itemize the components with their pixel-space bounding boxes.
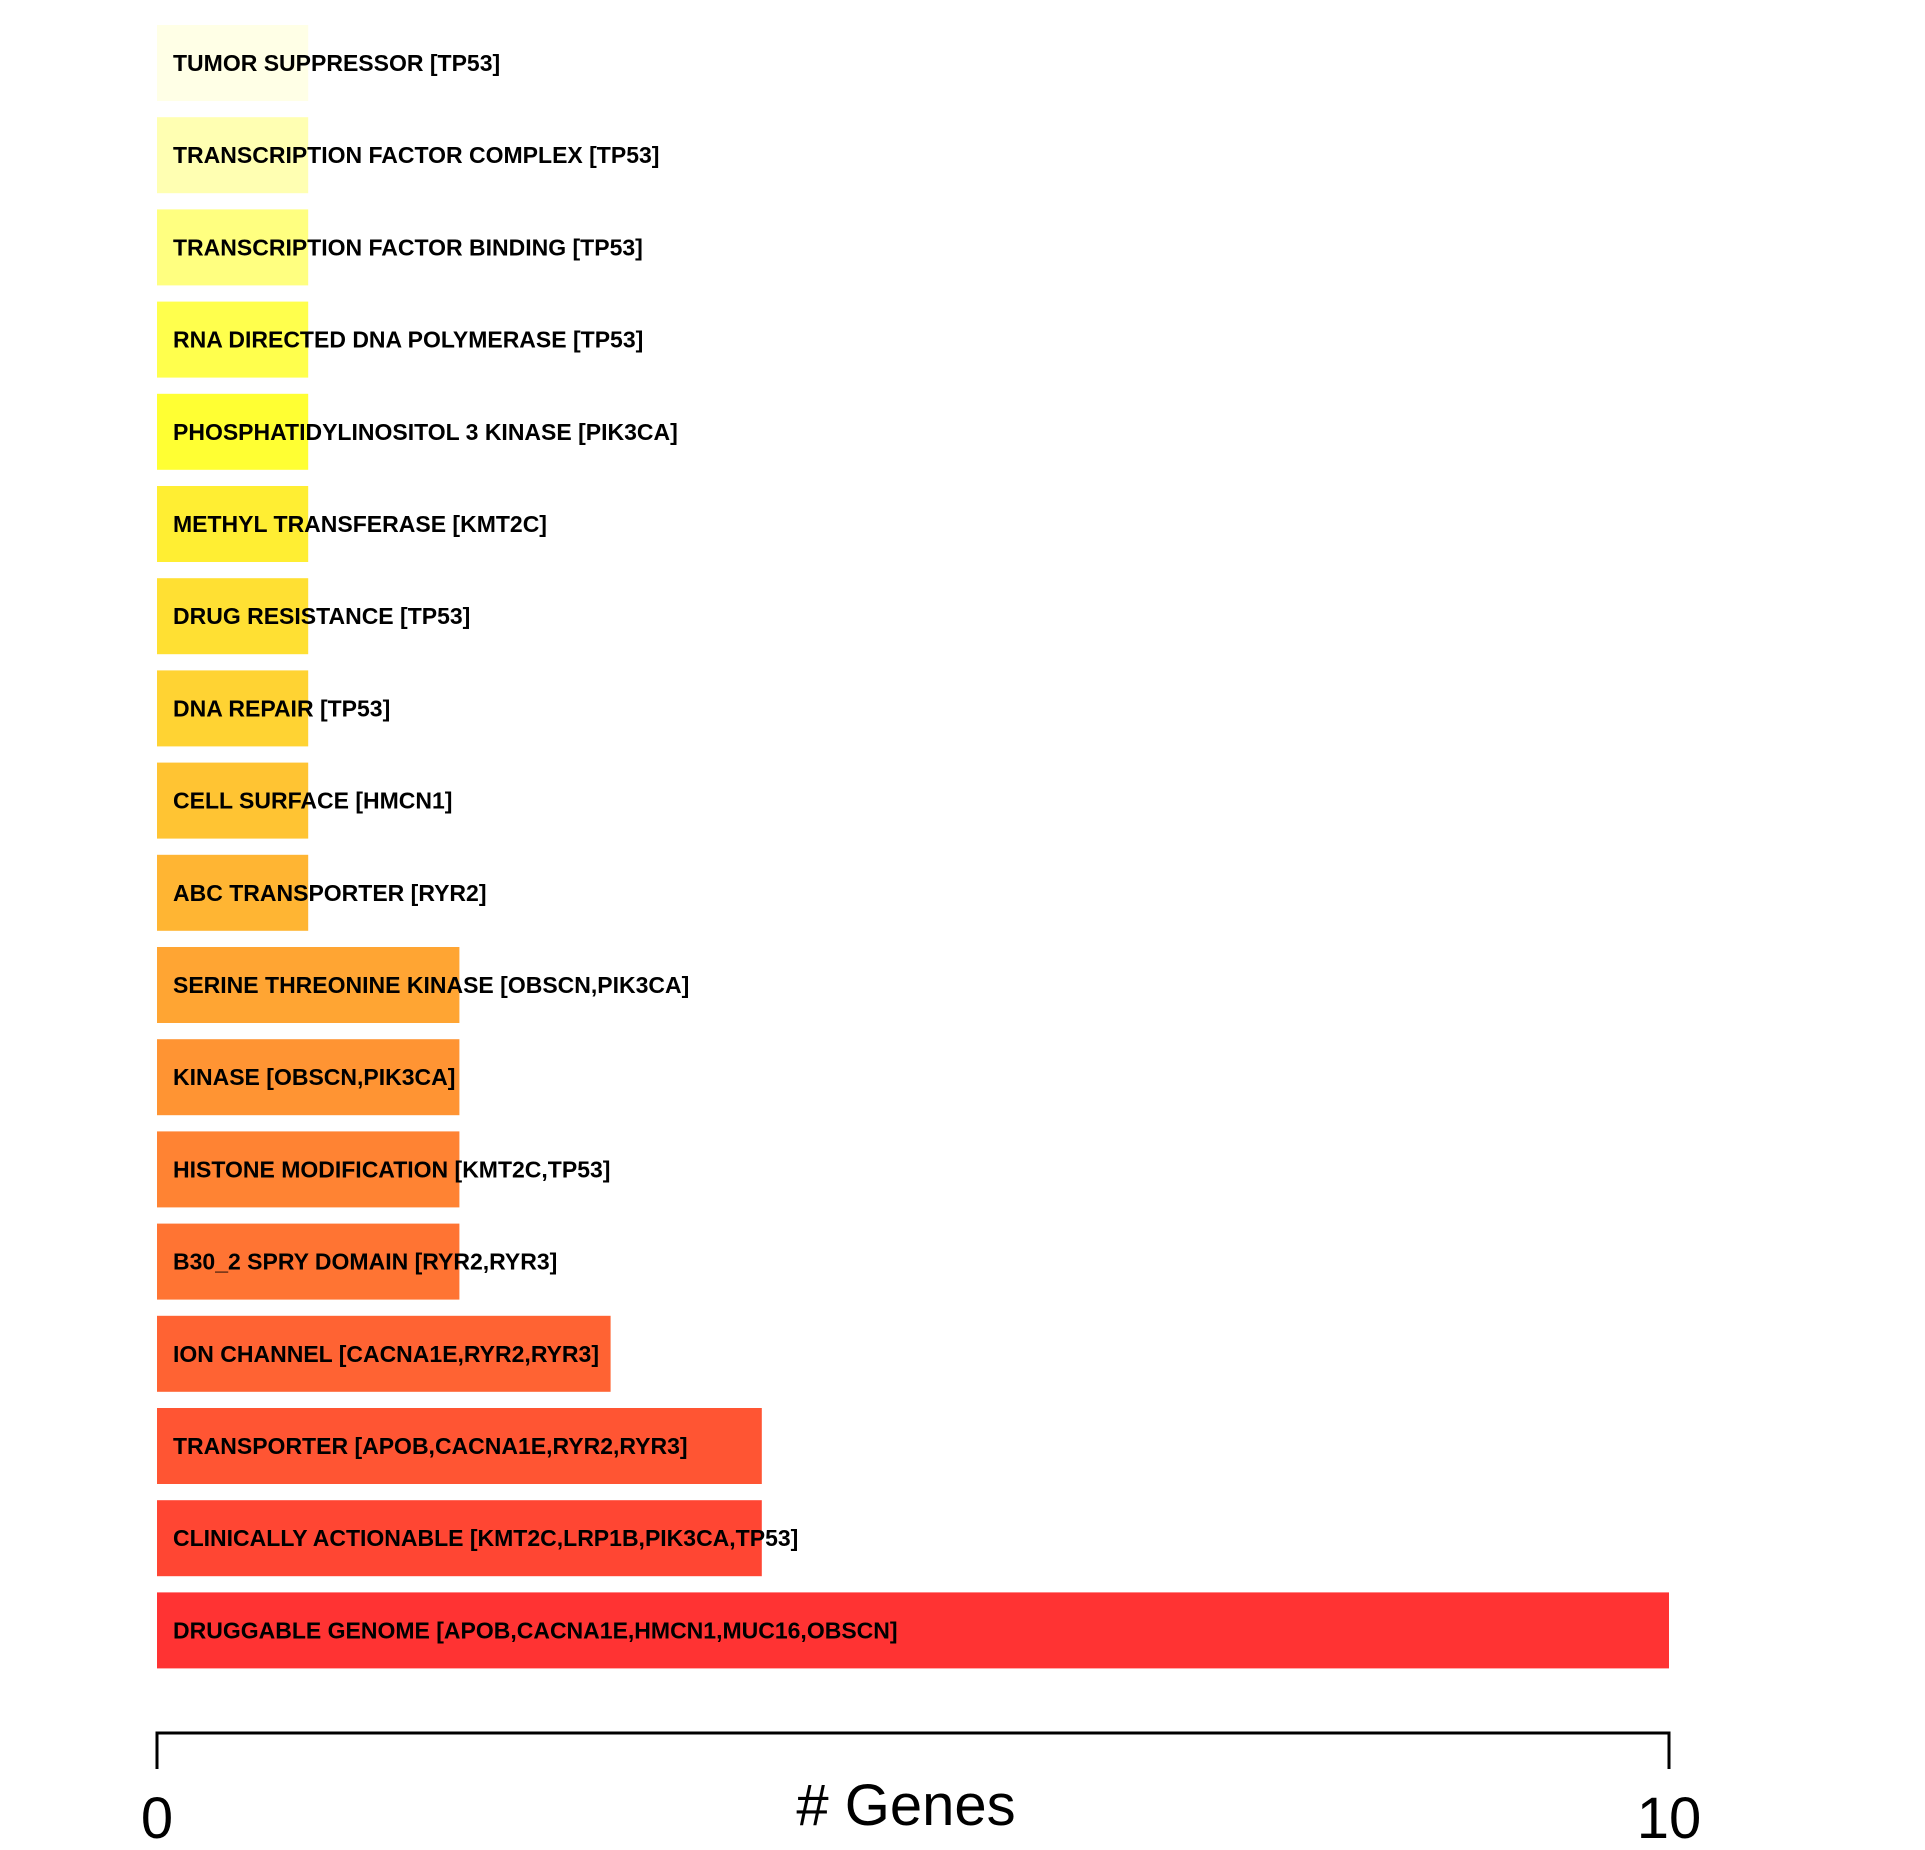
bar-label: TUMOR SUPPRESSOR [TP53] [173,50,500,76]
bar-label: ABC TRANSPORTER [RYR2] [173,880,487,906]
bar [157,1039,460,1116]
x-tick-label: 10 [1637,1786,1702,1850]
bar [157,854,309,931]
bar [157,486,309,562]
bar [157,25,309,101]
bar-label: DRUGGABLE GENOME [APOB,CACNA1E,HMCN1,MUC… [173,1617,898,1643]
bar-label: TRANSCRIPTION FACTOR BINDING [TP53] [173,234,643,260]
bar [157,578,309,655]
bar [157,762,309,839]
bar-label: METHYL TRANSFERASE [KMT2C] [173,511,547,537]
bar [157,1223,460,1300]
bar-label: KINASE [OBSCN,PIK3CA] [173,1064,455,1090]
x-axis: # Genes 0 10 [141,1731,1702,1850]
bar-label: DRUG RESISTANCE [TP53] [173,603,470,629]
x-axis-line [155,1731,1671,1769]
bars: TUMOR SUPPRESSOR [TP53] TRANSCRIPTION FAC… [157,25,1669,1669]
bar-label: SERINE THREONINE KINASE [OBSCN,PIK3CA] [173,972,689,998]
bar-label: CELL SURFACE [HMCN1] [173,788,452,814]
bar [157,301,309,378]
x-axis-title: # Genes [796,1773,1015,1838]
bar [157,1408,762,1484]
bar [157,1131,460,1208]
bar-label: ION CHANNEL [CACNA1E,RYR2,RYR3] [173,1341,599,1367]
bar [157,670,309,747]
bar [157,947,460,1023]
bar [157,1315,611,1392]
bar-label: B30_2 SPRY DOMAIN [RYR2,RYR3] [173,1249,557,1275]
bar-label: TRANSPORTER [APOB,CACNA1E,RYR2,RYR3] [173,1433,688,1459]
bar-label: CLINICALLY ACTIONABLE [KMT2C,LRP1B,PIK3C… [173,1525,798,1551]
bar-label: PHOSPHATIDYLINOSITOL 3 KINASE [PIK3CA] [173,419,678,445]
bar-label: RNA DIRECTED DNA POLYMERASE [TP53] [173,327,643,353]
bar [157,209,309,286]
bar [157,117,309,194]
bar [157,1592,1669,1669]
x-tick-label: 0 [141,1786,173,1850]
bar-label: DNA REPAIR [TP53] [173,695,390,721]
bar-label: TRANSCRIPTION FACTOR COMPLEX [TP53] [173,142,659,168]
bar-label: HISTONE MODIFICATION [KMT2C,TP53] [173,1156,610,1182]
bar [157,393,309,470]
bar [157,1500,762,1577]
